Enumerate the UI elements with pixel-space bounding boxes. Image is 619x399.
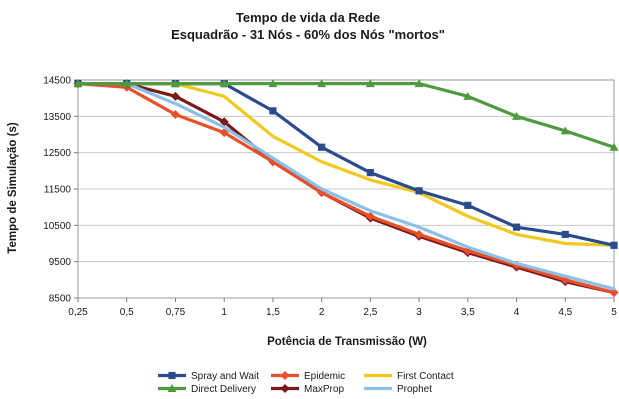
y-tick-label: 12500 (43, 148, 71, 159)
data-point (414, 229, 424, 239)
data-point (609, 288, 619, 298)
data-point (365, 211, 375, 221)
legend-item: Epidemic (271, 371, 345, 382)
x-tick-label: 3,5 (461, 307, 475, 318)
legend-item: Spray and Wait (158, 371, 259, 382)
data-point (268, 79, 278, 88)
x-tick-label: 0,25 (68, 307, 88, 318)
y-tick-label: 9500 (49, 257, 72, 268)
data-point (609, 142, 619, 151)
legend-item: MaxProp (271, 384, 344, 395)
legend-item: First Contact (364, 371, 454, 382)
legend-label: Spray and Wait (191, 371, 259, 382)
x-tick-label: 1 (221, 307, 227, 318)
data-point (219, 117, 229, 127)
data-point (269, 107, 277, 115)
x-tick-label: 2 (319, 307, 325, 318)
data-point (280, 384, 290, 393)
data-point (167, 384, 177, 392)
data-point (280, 371, 290, 380)
series-lines (73, 79, 619, 298)
legend-label: Epidemic (304, 371, 345, 382)
data-point (366, 169, 374, 177)
legend-item: Direct Delivery (158, 384, 256, 395)
x-tick-label: 5 (611, 307, 617, 318)
y-tick-label: 11500 (44, 185, 72, 196)
data-point (318, 143, 326, 151)
data-point (365, 79, 375, 88)
legend-label: MaxProp (304, 384, 344, 395)
y-tick-label: 10500 (43, 221, 71, 232)
y-axis-ticks: 14500 13500 12500 11500 10500 9500 8500 (43, 76, 71, 305)
series-line (76, 82, 616, 247)
legend-label: Prophet (397, 384, 432, 395)
x-axis-ticks: 0,25 0,5 0,75 1 1,5 2 2,5 3 3,5 4 4,5 5 (68, 307, 617, 318)
data-point (317, 79, 327, 88)
data-point (512, 223, 521, 231)
chart-subtitle: Esquadrão - 31 Nós - 60% dos Nós "mortos… (171, 27, 445, 42)
data-point (219, 79, 229, 88)
x-tick-label: 4 (514, 307, 520, 318)
series-direct-delivery (73, 79, 619, 151)
data-point (415, 187, 423, 195)
plot-frame (77, 79, 615, 299)
data-point (464, 201, 472, 209)
x-tick-label: 4,5 (558, 307, 572, 318)
y-tick-label: 14500 (43, 76, 71, 87)
data-point (168, 371, 176, 380)
data-point (122, 79, 132, 88)
y-axis-title: Tempo de Simulação (s) (7, 122, 19, 254)
series-line (76, 82, 616, 149)
chart-title: Tempo de vida da Rede (236, 10, 380, 25)
data-point (463, 91, 473, 100)
data-point (561, 230, 569, 239)
series-prophet (76, 82, 616, 291)
series-line (76, 82, 616, 247)
series-maxprop (73, 79, 619, 298)
x-tick-label: 0,5 (120, 307, 134, 318)
data-point (170, 91, 180, 101)
data-point (73, 79, 83, 88)
series-line (76, 82, 616, 291)
data-point (560, 126, 570, 135)
legend-label: Direct Delivery (191, 384, 256, 395)
x-tick-label: 3 (416, 307, 422, 318)
data-point (610, 241, 618, 249)
y-tick-label: 13500 (43, 112, 71, 123)
data-point (414, 79, 424, 88)
x-tick-label: 0,75 (166, 307, 186, 318)
series-first-contact (76, 82, 616, 247)
legend: Spray and Wait Epidemic First Contact Direc… (158, 371, 454, 395)
legend-item: Prophet (364, 384, 432, 395)
y-tick-label: 8500 (49, 294, 72, 305)
data-point (512, 111, 522, 120)
series-epidemic (73, 79, 619, 298)
x-tick-label: 1,5 (266, 307, 280, 318)
x-axis-title: Potência de Transmissão (W) (267, 336, 427, 348)
legend-label: First Contact (397, 371, 454, 382)
plot-area (77, 79, 615, 299)
series-line (76, 82, 616, 295)
data-point (170, 110, 180, 120)
x-tick-label: 2,5 (363, 307, 377, 318)
data-point (170, 79, 180, 88)
